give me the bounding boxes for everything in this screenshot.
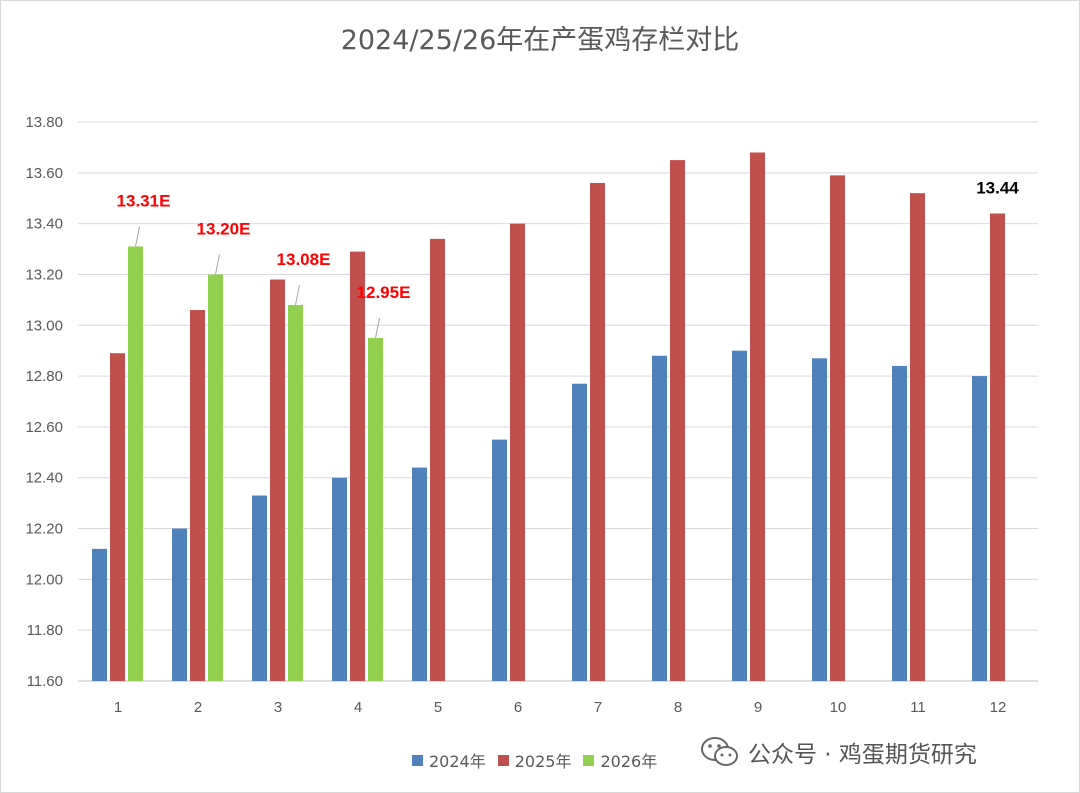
bar-2025年-1 xyxy=(110,353,125,681)
y-tick-label: 11.80 xyxy=(27,622,63,639)
y-tick-label: 13.00 xyxy=(25,317,63,334)
y-tick-label: 13.60 xyxy=(25,165,63,182)
bar-2024年-10 xyxy=(812,358,827,681)
legend-swatch xyxy=(583,754,595,766)
watermark-text: 公众号 · 鸡蛋期货研究 xyxy=(748,742,977,768)
legend-label: 2024年 xyxy=(429,752,486,771)
bar-2026年-2 xyxy=(208,274,223,681)
bar-2024年-12 xyxy=(972,376,987,681)
leader-line xyxy=(375,317,380,339)
bar-2024年-3 xyxy=(252,495,267,681)
bar-2024年-4 xyxy=(332,477,347,681)
x-tick-label: 9 xyxy=(754,699,762,716)
wechat-icon xyxy=(701,737,738,766)
data-label: 12.95E xyxy=(357,283,411,302)
x-tick-label: 4 xyxy=(354,699,362,716)
bar-2024年-8 xyxy=(652,355,667,681)
y-tick-label: 12.80 xyxy=(25,368,63,385)
x-tick-label: 3 xyxy=(274,699,282,716)
leader-line xyxy=(135,226,140,247)
bar-2025年-7 xyxy=(590,182,605,681)
bar-2025年-8 xyxy=(670,160,685,681)
x-tick-label: 2 xyxy=(194,699,202,716)
y-tick-label: 11.60 xyxy=(27,673,63,690)
legend-item: 2025年 xyxy=(497,748,572,772)
bar-2026年-1 xyxy=(128,246,143,681)
x-tick-label: 5 xyxy=(434,699,442,716)
bar-2025年-2 xyxy=(190,310,205,681)
legend-swatch xyxy=(412,754,423,766)
legend-item: 2026年 xyxy=(583,748,657,772)
bar-2025年-3 xyxy=(270,279,285,681)
chart-title: 2024/25/26年在产蛋鸡存栏对比 xyxy=(340,25,740,56)
bar-2024年-11 xyxy=(892,365,907,681)
bar-2024年-5 xyxy=(412,467,427,681)
bar-2025年-6 xyxy=(510,223,525,682)
legend: 2024年 2025年 2026年 xyxy=(412,748,657,772)
bar-2025年-10 xyxy=(830,175,845,682)
bar-2024年-7 xyxy=(572,383,587,681)
bar-2024年-9 xyxy=(732,350,747,681)
bar-2025年-12 xyxy=(990,213,1005,682)
y-tick-label: 13.20 xyxy=(25,266,63,283)
y-tick-label: 12.60 xyxy=(25,419,63,436)
bar-2024年-6 xyxy=(492,439,507,681)
y-tick-label: 13.80 xyxy=(25,114,63,131)
bar-2024年-1 xyxy=(92,548,107,681)
legend-label: 2026年 xyxy=(600,752,658,771)
x-tick-label: 6 xyxy=(514,699,522,716)
leader-line xyxy=(295,284,300,306)
watermark: 公众号 · 鸡蛋期货研究 xyxy=(700,735,977,769)
x-tick-label: 12 xyxy=(990,699,1007,716)
bar-2025年-4 xyxy=(350,251,365,681)
y-tick-label: 12.00 xyxy=(25,571,63,588)
legend-label: 2025年 xyxy=(514,752,572,771)
bar-2026年-4 xyxy=(368,337,383,681)
bar-2025年-11 xyxy=(910,193,925,682)
x-tick-label: 1 xyxy=(114,699,122,716)
bar-2025年-5 xyxy=(430,238,445,681)
bar-2025年-9 xyxy=(750,152,765,681)
y-tick-label: 12.40 xyxy=(25,470,63,487)
x-tick-label: 11 xyxy=(910,699,926,716)
data-label: 13.20E xyxy=(197,219,251,238)
x-tick-label: 8 xyxy=(674,699,682,716)
bar-2024年-2 xyxy=(172,528,187,681)
legend-swatch xyxy=(497,754,509,766)
bar-2026年-3 xyxy=(288,304,303,681)
leader-line xyxy=(215,254,220,275)
x-tick-label: 7 xyxy=(594,699,602,716)
legend-item: 2024年 xyxy=(412,748,486,772)
x-tick-label: 10 xyxy=(830,699,847,716)
y-tick-label: 12.20 xyxy=(25,521,63,538)
data-label: 13.31E xyxy=(117,192,171,211)
data-label: 13.44 xyxy=(976,178,1019,197)
y-tick-label: 13.40 xyxy=(25,216,63,233)
data-label: 13.08E xyxy=(277,250,331,269)
